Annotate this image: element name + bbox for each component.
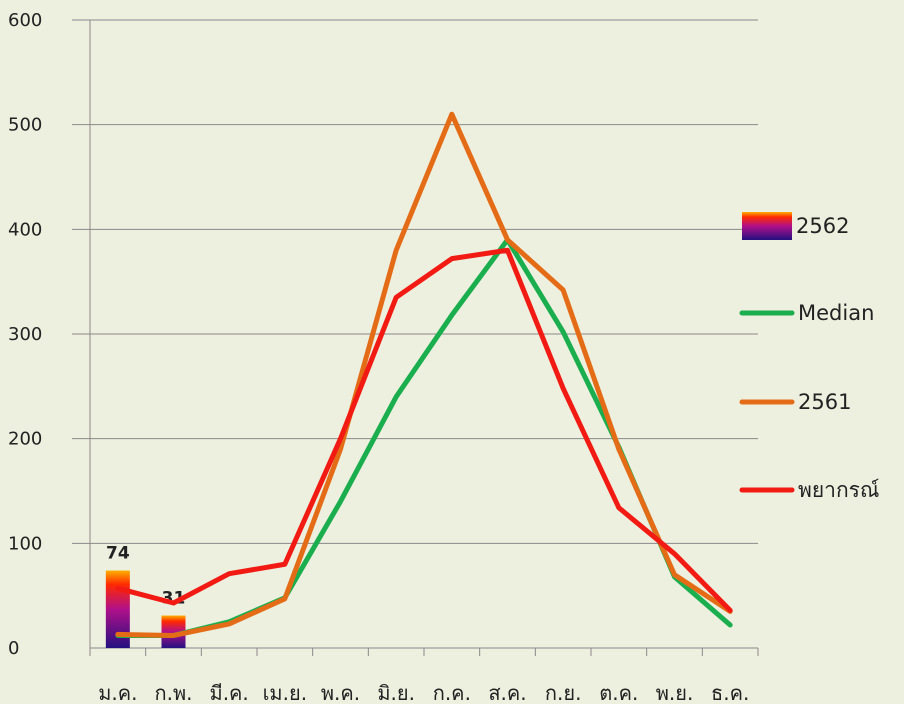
x-tick-label: ต.ค. bbox=[599, 681, 638, 704]
y-tick-label: 600 bbox=[8, 10, 42, 31]
axes bbox=[89, 20, 759, 656]
legend-label: 2562 bbox=[796, 214, 849, 238]
legend-label: พยากรณ์ bbox=[798, 478, 879, 502]
x-tick-label: ก.พ. bbox=[154, 681, 192, 704]
tick-labels: 0 100 200 300 400 500 600 ม.ค. ก.พ. มี.ค. เม.ย. พ.ค… bbox=[8, 10, 749, 704]
series-line-2561 bbox=[115, 111, 733, 638]
y-tick-label: 400 bbox=[8, 219, 42, 240]
line-series bbox=[115, 111, 733, 638]
x-tick-label: ม.ค. bbox=[98, 681, 137, 704]
legend-label: Median bbox=[798, 301, 874, 325]
x-tick-label: พ.ย. bbox=[656, 681, 694, 704]
x-tick-label: ส.ค. bbox=[488, 681, 526, 704]
x-tick-label: พ.ค. bbox=[321, 681, 360, 704]
legend-label: 2561 bbox=[798, 390, 851, 414]
legend: 2562 Median 2561 พยากรณ์ bbox=[739, 212, 879, 502]
x-tick-label: ก.ค. bbox=[433, 681, 471, 704]
x-tick-label: ก.ย. bbox=[545, 681, 582, 704]
legend-swatch-bar bbox=[742, 212, 792, 240]
y-tick-label: 500 bbox=[8, 115, 42, 136]
y-tick-label: 300 bbox=[8, 324, 42, 345]
x-tick-label: มิ.ย. bbox=[377, 681, 415, 704]
x-tick-label: เม.ย. bbox=[263, 681, 307, 704]
y-tick-label: 100 bbox=[8, 533, 42, 554]
x-tick-label: ธ.ค. bbox=[711, 681, 749, 704]
series-line-Median bbox=[115, 237, 733, 638]
x-tick-label: มี.ค. bbox=[210, 681, 249, 704]
series-line-พยากรณ์ bbox=[115, 247, 733, 613]
gridlines bbox=[72, 19, 758, 544]
y-tick-label: 0 bbox=[8, 638, 19, 659]
y-tick-label: 200 bbox=[8, 429, 42, 450]
bar-data-label: 74 bbox=[106, 544, 130, 564]
